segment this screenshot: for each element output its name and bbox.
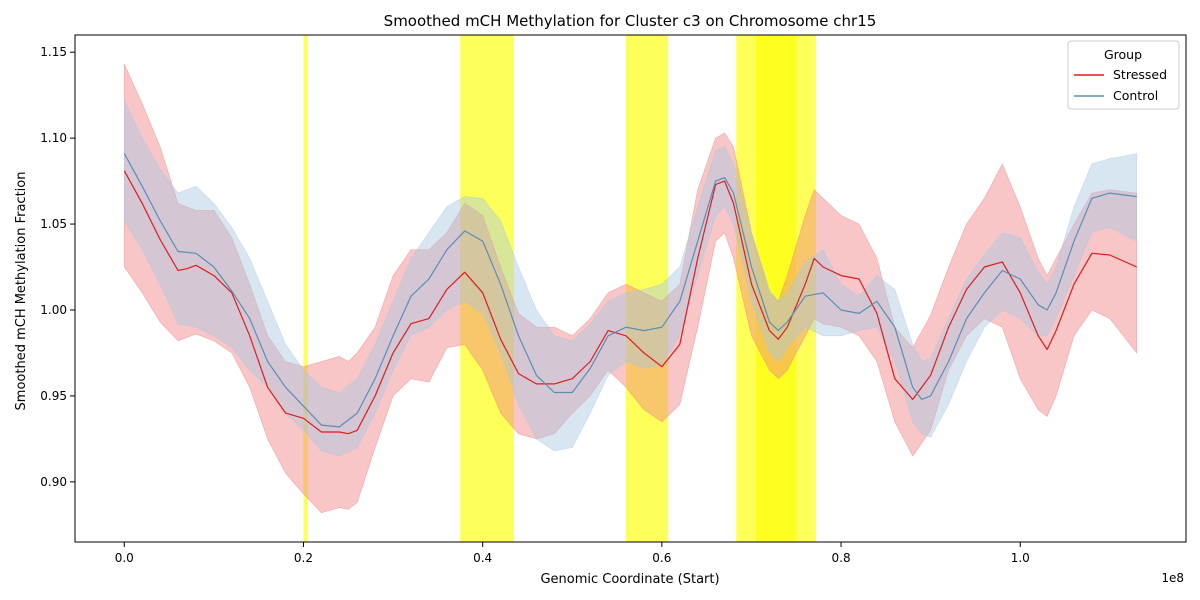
legend: Group Stressed Control [1067, 40, 1180, 110]
y-tick-label: 1.00 [40, 303, 67, 317]
x-tick-label: 1.0 [1011, 551, 1030, 565]
legend-label-stressed: Stressed [1113, 67, 1167, 82]
x-tick-label: 0.0 [115, 551, 134, 565]
y-tick-label: 1.15 [40, 45, 67, 59]
x-axis-label: Genomic Coordinate (Start) [540, 572, 719, 587]
line-stressed [123, 170, 1137, 435]
line-control [123, 153, 1137, 428]
legend-title: Group [1104, 47, 1142, 62]
y-tick-label: 1.05 [40, 217, 67, 231]
y-tick-label: 1.10 [40, 131, 67, 145]
x-tick-label: 0.6 [652, 551, 671, 565]
band-stressed [124, 64, 1137, 514]
plot-frame [74, 34, 1187, 543]
y-axis-ticks: 0.90 0.95 1.00 1.05 1.10 1.15 [40, 45, 75, 489]
chart-title: Smoothed mCH Methylation for Cluster c3 … [384, 12, 877, 30]
y-tick-label: 0.90 [40, 475, 67, 489]
confidence-bands [124, 64, 1137, 514]
x-tick-label: 0.8 [832, 551, 851, 565]
highlight-regions [303, 35, 816, 542]
y-tick-label: 0.95 [40, 389, 67, 403]
legend-box [1067, 40, 1180, 110]
highlight-region-0 [303, 35, 308, 542]
x-axis-ticks: 0.0 0.2 0.4 0.6 0.8 1.0 [115, 542, 1030, 565]
series-lines [123, 153, 1137, 435]
band-control [124, 100, 1137, 457]
x-tick-label: 0.4 [473, 551, 492, 565]
x-axis-offset-label: 1e8 [1161, 571, 1184, 585]
y-axis-label: Smoothed mCH Methylation Fraction [14, 172, 29, 411]
legend-label-control: Control [1113, 88, 1158, 103]
x-tick-label: 0.2 [294, 551, 313, 565]
highlight-region-1 [460, 35, 515, 542]
